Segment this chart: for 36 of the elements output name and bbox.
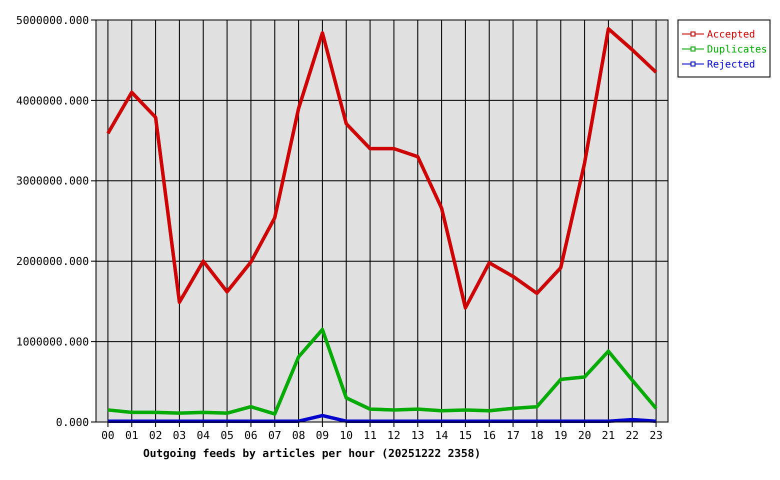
x-tick-label: 14 [434, 429, 449, 442]
line-series [106, 27, 658, 310]
x-tick-label: 04 [196, 429, 210, 442]
x-tick-label: 01 [125, 429, 138, 442]
x-tick-label: 17 [506, 429, 520, 442]
y-tick-label: 5000000.000 [16, 14, 89, 27]
x-tick-label: 18 [530, 429, 544, 442]
y-tick-label: 4000000.000 [16, 94, 89, 108]
legend-label: Accepted [707, 30, 756, 40]
line-series [106, 328, 658, 416]
x-tick-label: 15 [458, 429, 472, 442]
x-tick-label: 03 [172, 429, 186, 442]
x-tick-label: 11 [363, 429, 377, 442]
x-tick-label: 06 [244, 429, 258, 442]
legend-label: Duplicates [707, 44, 768, 56]
x-tick-label: 20 [578, 429, 592, 442]
x-tick-label: 05 [220, 429, 234, 442]
x-tick-label: 09 [316, 429, 330, 442]
y-tick-label: 0.000 [56, 416, 89, 429]
y-tick-label: 3000000.000 [16, 174, 89, 188]
y-tick-label: 2000000.000 [16, 255, 89, 268]
legend-label: Rejected [707, 60, 756, 70]
x-tick-label: 16 [482, 429, 496, 442]
y-tick-label: 1000000.000 [16, 335, 89, 348]
x-tick-label: 21 [602, 429, 616, 442]
x-tick-label: 08 [292, 429, 306, 442]
x-tick-label: 02 [148, 429, 162, 442]
x-tick-label: 00 [101, 429, 115, 442]
x-tick-label: 07 [268, 429, 282, 442]
x-tick-label: 23 [649, 429, 663, 442]
x-tick-label: 12 [387, 429, 401, 442]
x-tick-label: 22 [626, 429, 639, 442]
text: Outgoing feeds by articles per hour (20251222 2358) [143, 447, 481, 460]
x-tick-label: 13 [411, 429, 424, 442]
x-tick-label: 10 [340, 429, 353, 442]
x-tick-label: 19 [554, 429, 568, 442]
